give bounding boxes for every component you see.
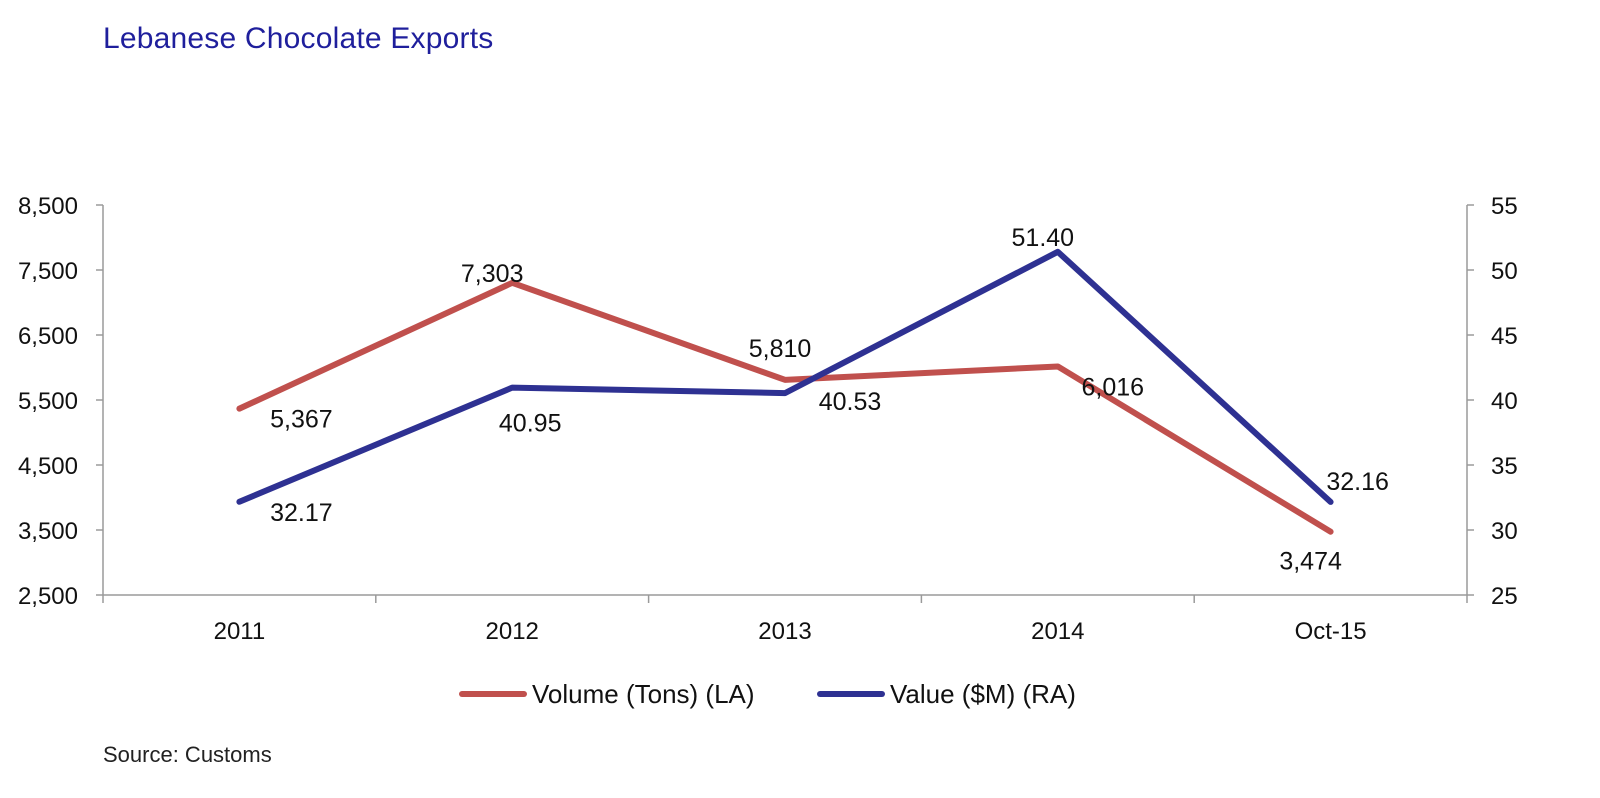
axes-layer: 2,500 3,500 4,500 5,500 6,500 7,500 8,500 25 30 3…: [18, 193, 1518, 645]
right-axis-tick-label: 55: [1491, 193, 1518, 220]
volume-data-label: 5,367: [270, 406, 333, 434]
value-data-label: 40.53: [819, 388, 882, 416]
x-axis-tick-label: 2012: [486, 618, 539, 645]
right-axis-tick-label: 25: [1491, 583, 1518, 610]
x-axis-tick-label: Oct-15: [1295, 618, 1367, 645]
right-axis-tick-label: 50: [1491, 258, 1518, 285]
legend: Volume (Tons) (LA) Value ($M) (RA): [459, 679, 1076, 709]
legend-label: Volume (Tons) (LA): [532, 679, 755, 709]
left-axis-tick-label: 3,500: [18, 518, 78, 545]
source-note: Source: Customs: [103, 742, 272, 767]
left-axis-tick-label: 5,500: [18, 388, 78, 415]
x-axis-tick-label: 2014: [1031, 618, 1084, 645]
legend-label: Value ($M) (RA): [890, 679, 1076, 709]
volume-data-label: 5,810: [749, 335, 812, 363]
x-axis-tick-label: 2011: [214, 618, 266, 645]
chart-title: Lebanese Chocolate Exports: [103, 22, 494, 55]
right-axis-tick-label: 30: [1491, 518, 1518, 545]
right-axis-tick-label: 35: [1491, 453, 1518, 480]
value-series-line: [236, 248, 1334, 505]
legend-item: Value ($M) (RA): [817, 679, 1076, 709]
value-data-label: 32.17: [270, 499, 333, 527]
legend-item: Volume (Tons) (LA): [459, 679, 755, 709]
left-axis-tick-label: 4,500: [18, 453, 78, 480]
left-axis-tick-label: 8,500: [18, 193, 78, 220]
value-data-label: 51.40: [1012, 224, 1075, 252]
volume-series-line: [236, 279, 1334, 535]
value-data-label: 32.16: [1326, 468, 1389, 496]
series-layer: [236, 248, 1334, 535]
labels-layer: 5,367 7,303 5,810 6,016 3,474 32.17 40.95 40.53…: [270, 224, 1389, 576]
x-axis-tick-label: 2013: [758, 618, 811, 645]
volume-data-label: 3,474: [1279, 548, 1342, 576]
right-axis-tick-label: 45: [1491, 323, 1518, 350]
volume-data-label: 6,016: [1082, 373, 1145, 401]
volume-data-label: 7,303: [461, 260, 524, 288]
value-data-label: 40.95: [499, 410, 562, 438]
left-axis-tick-label: 2,500: [18, 583, 78, 610]
left-axis-tick-label: 6,500: [18, 323, 78, 350]
left-axis-tick-label: 7,500: [18, 258, 78, 285]
right-axis-tick-label: 40: [1491, 388, 1518, 415]
